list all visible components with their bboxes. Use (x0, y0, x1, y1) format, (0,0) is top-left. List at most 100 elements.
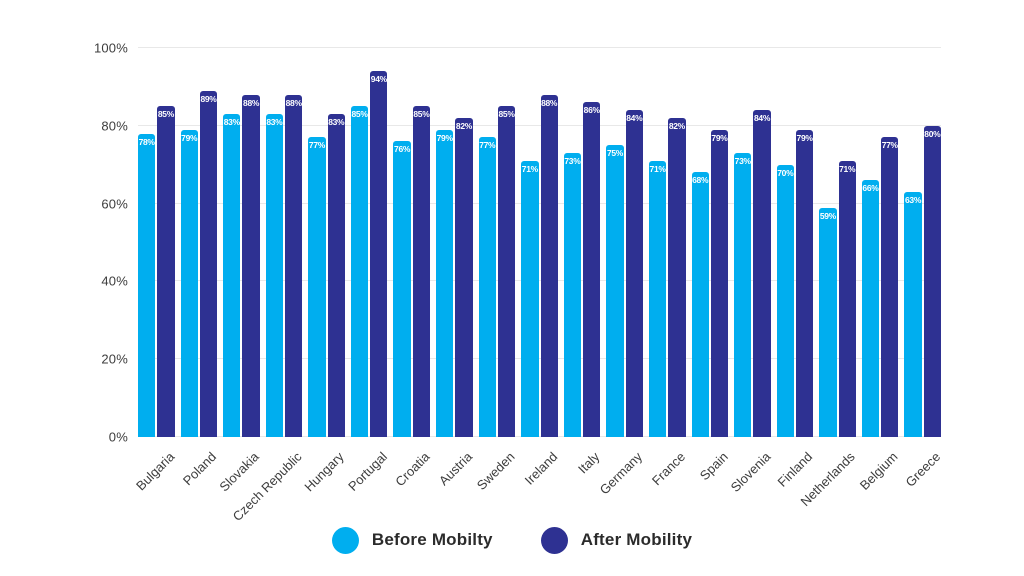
x-label-cell-spain: Spain (692, 437, 731, 515)
value-label: 79% (711, 132, 728, 143)
bar-before-finland: 70% (776, 164, 794, 437)
value-label: 83% (223, 117, 240, 128)
x-axis-label-austria: Austria (435, 449, 475, 489)
y-axis-labels: 0% 20% 40% 60% 80% 100% (0, 41, 128, 445)
bar-group-poland: 79% 89% (180, 48, 218, 437)
bar-before-germany: 75% (606, 145, 624, 437)
x-label-cell-bulgaria: Bulgaria (133, 437, 177, 515)
bar-before-slovakia: 83% (223, 114, 241, 437)
x-axis-label-france: France (648, 449, 688, 489)
x-axis-label-hungary: Hungary (301, 449, 348, 495)
bar-before-netherlands: 59% (819, 207, 837, 437)
bar-after-ireland: 88% (540, 94, 558, 437)
value-label: 84% (626, 113, 643, 124)
x-label-cell-croatia: Croatia (392, 437, 432, 515)
bar-after-sweden: 85% (497, 106, 516, 437)
gridline-0 (138, 436, 941, 437)
gridline-40 (138, 280, 941, 282)
bar-after-germany: 84% (625, 110, 643, 437)
x-label-cell-germany: Germany (597, 437, 645, 515)
x-axis-label-slovenia: Slovenia (727, 449, 773, 495)
value-label: 68% (692, 175, 709, 186)
bar-group-germany: 75% 84% (606, 48, 643, 437)
x-label-cell-netherlands: Netherlands (798, 437, 858, 515)
x-axis-label-ireland: Ireland (521, 449, 561, 488)
value-label: 66% (862, 183, 879, 194)
value-label: 88% (285, 97, 302, 108)
y-tick-label-0: 0% (108, 429, 128, 445)
x-label-cell-france: France (648, 437, 688, 515)
bar-group-czech-republic: 83% 88% (265, 48, 303, 437)
bar-group-france: 71% 82% (648, 48, 686, 437)
bar-before-slovenia: 73% (734, 153, 752, 437)
bar-before-greece: 63% (904, 191, 922, 437)
value-label: 75% (606, 148, 624, 159)
bar-after-austria: 82% (455, 118, 473, 437)
bar-group-slovenia: 73% 84% (734, 48, 771, 437)
y-tick-label-100: 100% (93, 40, 128, 56)
x-label-cell-ireland: Ireland (521, 437, 561, 515)
value-label: 83% (266, 117, 283, 128)
x-axis-label-finland: Finland (774, 449, 816, 490)
x-axis-label-sweden: Sweden (473, 449, 518, 493)
x-label-cell-italy: Italy (564, 437, 603, 515)
bar-group-portugal: 85% 94% (350, 48, 388, 437)
bar-group-italy: 73% 86% (563, 48, 601, 437)
value-label: 59% (819, 210, 836, 221)
gridline-80 (138, 124, 941, 126)
value-label: 73% (564, 156, 581, 167)
bar-before-croatia: 76% (393, 141, 411, 437)
x-axis-label-greece: Greece (902, 449, 944, 490)
value-label: 78% (138, 136, 155, 147)
bar-group-spain: 68% 79% (691, 48, 729, 437)
x-label-cell-portugal: Portugal (345, 437, 390, 515)
y-tick-label-80: 80% (101, 118, 128, 134)
bar-group-belgium: 66% 77% (861, 48, 899, 437)
value-label: 89% (200, 93, 217, 104)
value-label: 79% (436, 132, 453, 143)
bar-before-belgium: 66% (861, 180, 880, 437)
bar-group-greece: 63% 80% (904, 48, 941, 437)
value-label: 85% (413, 109, 430, 120)
value-label: 79% (796, 132, 813, 143)
legend-item-after: After Mobility (540, 526, 692, 554)
value-label: 80% (924, 128, 941, 139)
bar-before-czech-republic: 83% (265, 114, 284, 437)
value-label: 85% (157, 109, 174, 120)
x-axis-label-belgium: Belgium (856, 449, 901, 493)
legend-swatch-before-icon (331, 526, 359, 554)
value-label: 71% (839, 163, 856, 174)
bar-group-ireland: 71% 88% (521, 48, 558, 437)
bar-group-bulgaria: 78% 85% (138, 48, 175, 437)
bar-before-hungary: 77% (308, 137, 326, 437)
x-axis-label-italy: Italy (575, 449, 603, 477)
legend-label-before: Before Mobilty (371, 530, 493, 549)
bar-after-finland: 79% (795, 129, 814, 437)
plot-area: 78% 85% 79% 89% 83% 88% 83% 88% 77% 83% 85% 94% 76% 8… (133, 47, 943, 524)
gridline-100 (138, 47, 941, 48)
x-axis-labels: Bulgaria Poland Slovakia Czech Republic Hung… (133, 437, 944, 524)
bar-after-netherlands: 71% (838, 160, 856, 437)
bar-groups: 78% 85% 79% 89% 83% 88% 83% 88% 77% 83% 85% 94% 76% 8… (138, 48, 941, 437)
value-label: 84% (753, 113, 771, 124)
x-label-cell-czech-republic: Czech Republic (230, 437, 305, 524)
value-label: 88% (243, 97, 260, 108)
x-label-cell-hungary: Hungary (302, 437, 347, 515)
x-label-cell-austria: Austria (435, 437, 475, 515)
value-label: 79% (181, 132, 198, 143)
bar-after-czech-republic: 88% (285, 94, 303, 437)
x-axis-label-spain: Spain (696, 449, 731, 484)
bar-group-hungary: 77% 83% (308, 48, 345, 437)
x-axis-label-bulgaria: Bulgaria (132, 449, 177, 494)
value-label: 85% (351, 109, 368, 120)
bar-after-bulgaria: 85% (157, 106, 175, 437)
bar-after-italy: 86% (583, 102, 601, 437)
bar-before-ireland: 71% (521, 160, 539, 437)
value-label: 85% (498, 109, 515, 120)
x-axis-label-germany: Germany (596, 449, 646, 498)
bar-group-finland: 70% 79% (776, 48, 814, 437)
bar-group-austria: 79% 82% (436, 48, 473, 437)
bar-before-bulgaria: 78% (138, 133, 156, 437)
value-label: 70% (777, 167, 794, 178)
x-label-cell-belgium: Belgium (857, 437, 901, 515)
